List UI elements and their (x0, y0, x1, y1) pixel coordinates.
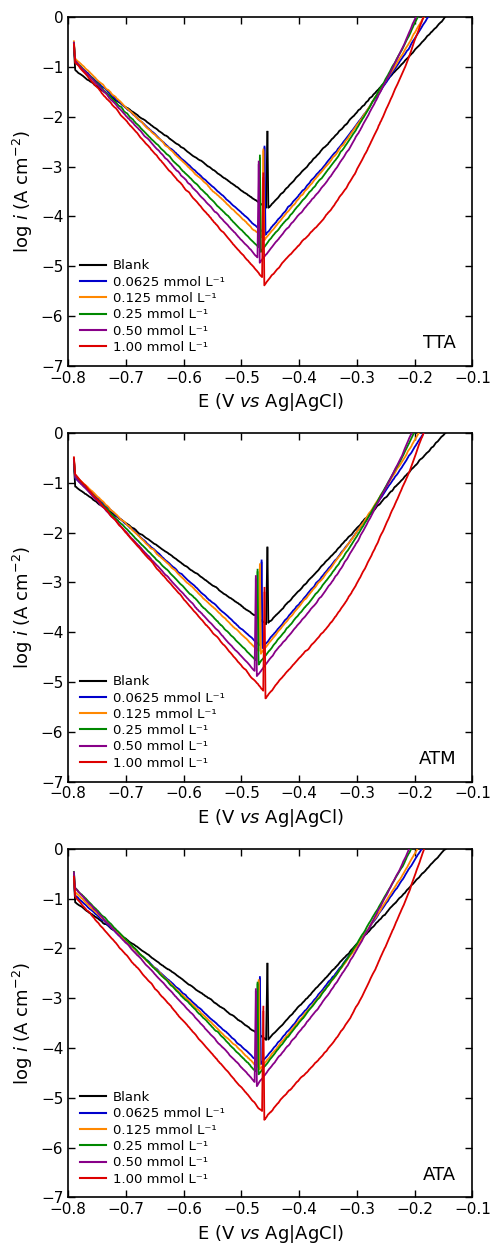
Legend: Blank, 0.0625 mmol L⁻¹, 0.125 mmol L⁻¹, 0.25 mmol L⁻¹, 0.50 mmol L⁻¹, 1.00 mmol : Blank, 0.0625 mmol L⁻¹, 0.125 mmol L⁻¹, … (75, 1086, 229, 1191)
Legend: Blank, 0.0625 mmol L⁻¹, 0.125 mmol L⁻¹, 0.25 mmol L⁻¹, 0.50 mmol L⁻¹, 1.00 mmol : Blank, 0.0625 mmol L⁻¹, 0.125 mmol L⁻¹, … (75, 669, 229, 775)
Y-axis label: log $i$ (A cm$^{-2}$): log $i$ (A cm$^{-2}$) (11, 546, 35, 669)
Text: TTA: TTA (422, 334, 455, 352)
Legend: Blank, 0.0625 mmol L⁻¹, 0.125 mmol L⁻¹, 0.25 mmol L⁻¹, 0.50 mmol L⁻¹, 1.00 mmol : Blank, 0.0625 mmol L⁻¹, 0.125 mmol L⁻¹, … (75, 254, 229, 359)
X-axis label: E (V $vs$ Ag|AgCl): E (V $vs$ Ag|AgCl) (197, 391, 343, 413)
Y-axis label: log $i$ (A cm$^{-2}$): log $i$ (A cm$^{-2}$) (11, 962, 35, 1085)
Y-axis label: log $i$ (A cm$^{-2}$): log $i$ (A cm$^{-2}$) (11, 129, 35, 252)
X-axis label: E (V $vs$ Ag|AgCl): E (V $vs$ Ag|AgCl) (197, 808, 343, 829)
Text: ATM: ATM (418, 750, 455, 767)
Text: ATA: ATA (422, 1166, 455, 1183)
X-axis label: E (V $vs$ Ag|AgCl): E (V $vs$ Ag|AgCl) (197, 1223, 343, 1245)
